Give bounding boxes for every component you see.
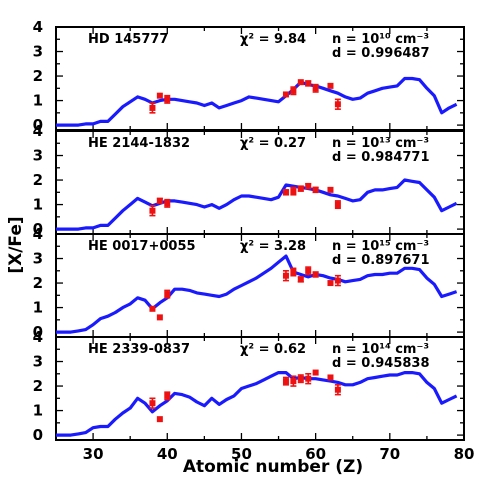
- observed-point: [334, 277, 341, 284]
- observed-point: [327, 186, 334, 193]
- y-tick-label: 1: [33, 299, 43, 317]
- observed-point: [312, 186, 319, 193]
- observed-point: [290, 269, 297, 276]
- x-axis-title: Atomic number (Z): [183, 457, 363, 477]
- y-tick-label: 4: [33, 18, 43, 36]
- density-label: n = 10¹⁰ cm⁻³: [332, 32, 429, 47]
- density-label: n = 10¹⁵ cm⁻³: [332, 239, 429, 254]
- observed-point: [305, 375, 312, 382]
- y-tick-label: 1: [33, 92, 43, 110]
- observed-point: [290, 188, 297, 195]
- observed-point: [297, 185, 304, 192]
- chi2-label: χ² = 0.27: [240, 136, 306, 151]
- dilution-label: d = 0.984771: [332, 150, 430, 165]
- dilution-label: d = 0.945838: [332, 356, 430, 371]
- observed-point: [149, 104, 156, 111]
- observed-point: [290, 378, 297, 385]
- panel-2: 0 1 2 3 4 HE 2144-1832 χ² = 0.27 n = 10¹³ cm⁻³d…: [33, 122, 465, 238]
- observed-point: [282, 272, 289, 279]
- dilution-label: d = 0.897671: [332, 253, 430, 268]
- y-tick-label: 4: [33, 225, 43, 243]
- x-tick-label: 60: [305, 445, 326, 463]
- y-tick-label: 3: [33, 250, 43, 268]
- density-label: n = 10¹⁴ cm⁻³: [332, 342, 429, 357]
- observed-point: [327, 82, 334, 89]
- observed-point: [334, 386, 341, 393]
- y-tick-label: 0: [33, 116, 43, 134]
- dilution-label: d = 0.996487: [332, 46, 430, 61]
- observed-point: [305, 183, 312, 190]
- observed-point: [305, 267, 312, 274]
- chi2-label: χ² = 9.84: [240, 32, 306, 47]
- y-tick-label: 4: [33, 328, 43, 346]
- star-label: HE 2339-0837: [88, 342, 190, 357]
- x-tick-label: 40: [157, 445, 178, 463]
- y-axis-title: [X/Fe]: [6, 216, 26, 273]
- panel-1: 0 1 2 3 4 HD 145777 χ² = 9.84 n = 10¹⁰ cm⁻³d = …: [33, 18, 465, 134]
- observed-point: [312, 369, 319, 376]
- star-label: HE 0017+0055: [88, 239, 196, 254]
- observed-point: [282, 378, 289, 385]
- observed-point: [327, 280, 334, 287]
- observed-point: [156, 197, 163, 204]
- observed-point: [327, 374, 334, 381]
- observed-point: [312, 271, 319, 278]
- model-line: [56, 371, 458, 437]
- observed-point: [305, 80, 312, 87]
- y-tick-label: 2: [33, 67, 43, 85]
- y-tick-label: 4: [33, 122, 43, 140]
- chi2-label: χ² = 3.28: [240, 239, 306, 254]
- y-tick-label: 0: [33, 426, 43, 444]
- observed-point: [164, 392, 171, 399]
- panel-frame: [55, 336, 465, 441]
- y-tick-label: 0: [33, 220, 43, 238]
- panel-4: 0 1 2 3 4 HE 2339-0837 χ² = 0.62 n = 10¹⁴ cm⁻³d…: [33, 328, 465, 444]
- x-tick-label: 30: [83, 445, 104, 463]
- observed-point: [149, 400, 156, 407]
- observed-point: [334, 201, 341, 208]
- y-tick-label: 2: [33, 377, 43, 395]
- observed-point: [290, 87, 297, 94]
- star-label: HE 2144-1832: [88, 136, 190, 151]
- x-tick-label: 70: [379, 445, 400, 463]
- y-tick-label: 1: [33, 402, 43, 420]
- observed-point: [297, 79, 304, 86]
- observed-point: [156, 92, 163, 99]
- y-tick-label: 3: [33, 43, 43, 61]
- density-label: n = 10¹³ cm⁻³: [332, 136, 429, 151]
- y-tick-label: 2: [33, 171, 43, 189]
- y-tick-label: 2: [33, 274, 43, 292]
- observed-point: [164, 291, 171, 298]
- y-tick-label: 0: [33, 323, 43, 341]
- model-line: [56, 76, 458, 127]
- observed-point: [297, 276, 304, 283]
- panel-3: 0 1 2 3 4 HE 0017+0055 χ² = 3.28 n = 10¹⁵ cm⁻³d…: [33, 225, 465, 341]
- y-tick-label: 3: [33, 147, 43, 165]
- observed-point: [149, 207, 156, 214]
- model-line: [56, 178, 458, 231]
- observed-point: [282, 189, 289, 196]
- chi2-label: χ² = 0.62: [240, 342, 306, 357]
- observed-point: [156, 416, 163, 423]
- x-tick-label: 80: [454, 445, 475, 463]
- y-tick-label: 1: [33, 196, 43, 214]
- x-tick-label: 50: [231, 445, 252, 463]
- y-tick-label: 3: [33, 353, 43, 371]
- star-label: HD 145777: [88, 32, 168, 47]
- observed-point: [282, 91, 289, 98]
- model-line: [56, 254, 458, 334]
- observed-point: [334, 101, 341, 108]
- observed-point: [156, 314, 163, 321]
- observed-point: [149, 305, 156, 312]
- observed-point: [164, 96, 171, 103]
- observed-point: [297, 375, 304, 382]
- observed-point: [164, 200, 171, 207]
- observed-point: [312, 85, 319, 92]
